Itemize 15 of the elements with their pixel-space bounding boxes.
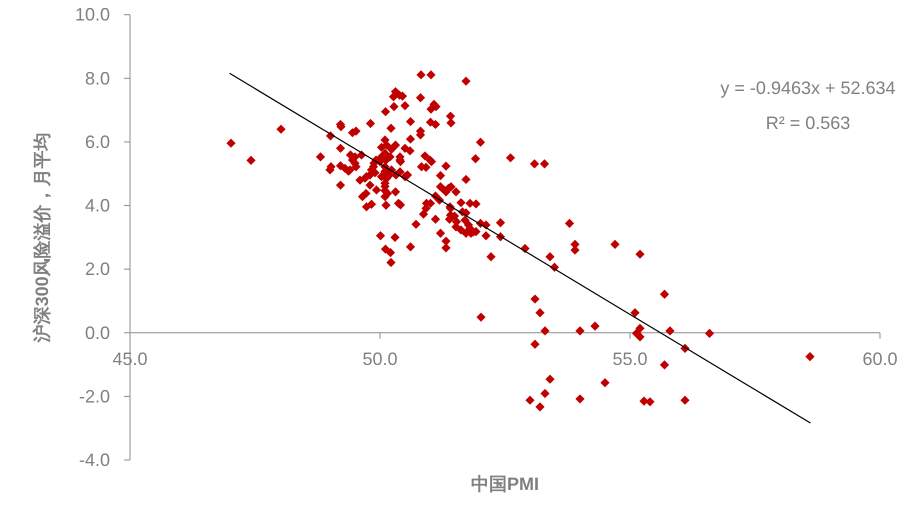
x-axis-title: 中国PMI	[470, 474, 540, 494]
y-tick-label: 0.0	[84, 322, 110, 343]
annotation: y = -0.9463x + 52.634	[720, 78, 896, 98]
y-tick-label: 4.0	[84, 196, 110, 216]
y-tick-label: 6.0	[84, 132, 110, 152]
x-tick-label: 60.0	[862, 348, 898, 369]
y-tick-label: 8.0	[84, 68, 110, 88]
x-tick-label: 50.0	[362, 348, 398, 369]
x-tick-label: 55.0	[612, 348, 648, 369]
y-tick-label: 2.0	[84, 259, 110, 280]
y-axis-title: 沪深300风险溢价，月平均	[32, 132, 52, 344]
annotation: R² = 0.563	[766, 113, 850, 133]
y-tick-label: 10.0	[74, 4, 110, 25]
y-tick-label: -4.0	[78, 450, 110, 470]
y-tick-label: -2.0	[78, 386, 110, 406]
